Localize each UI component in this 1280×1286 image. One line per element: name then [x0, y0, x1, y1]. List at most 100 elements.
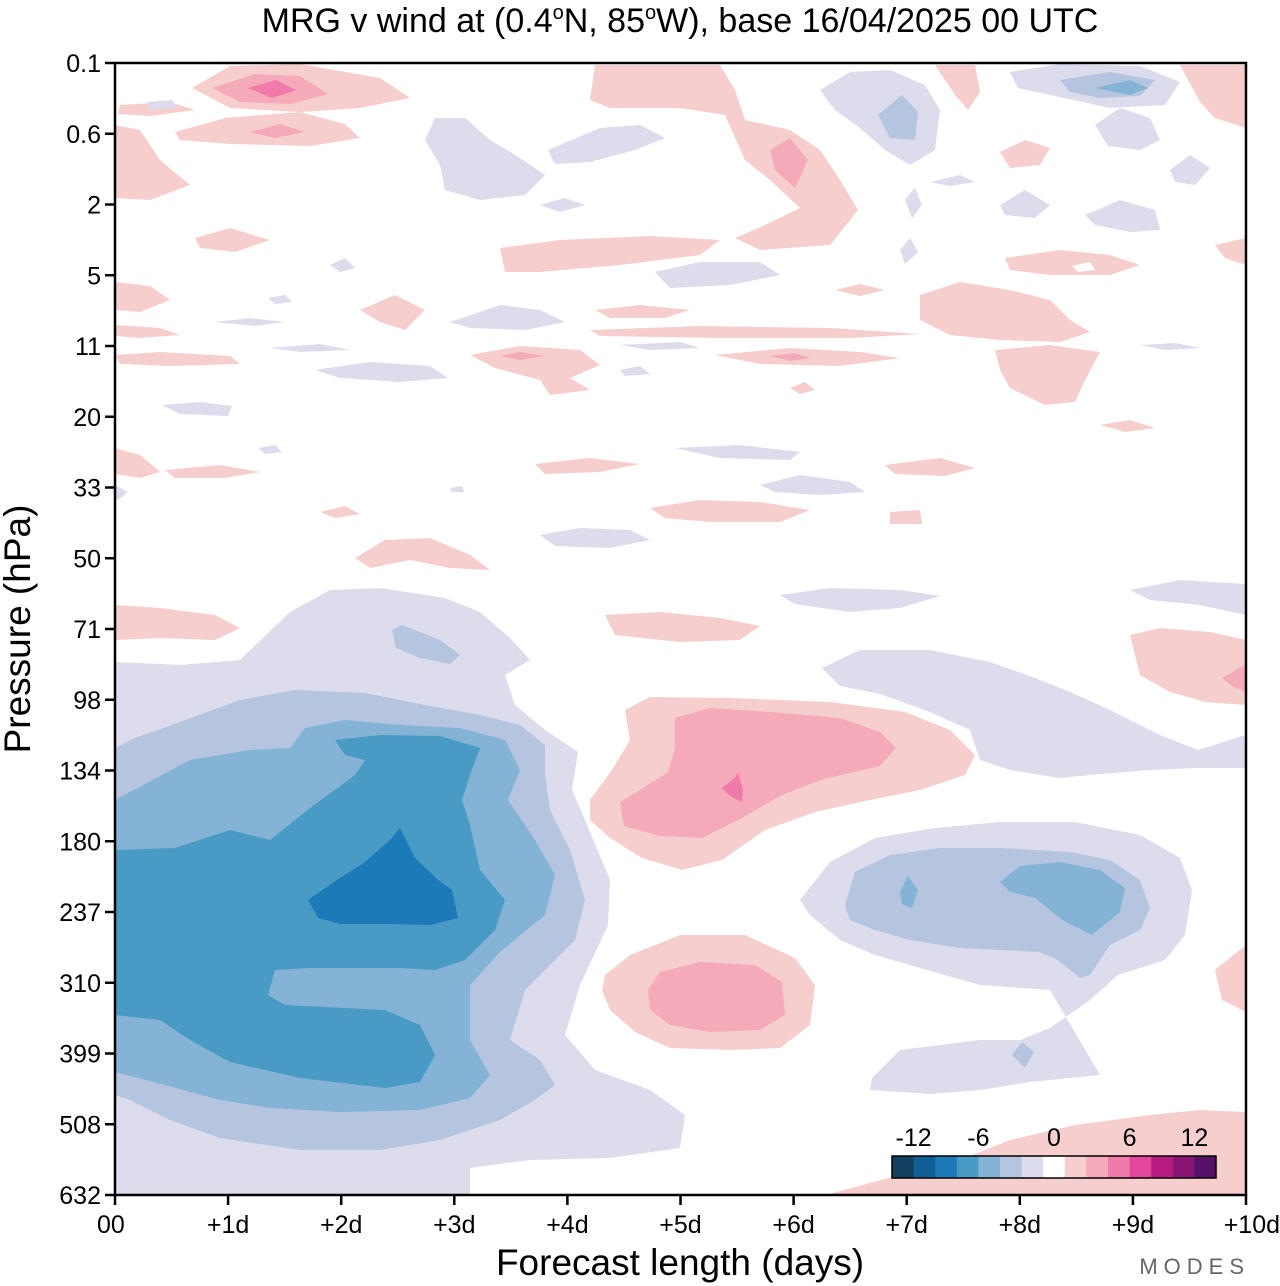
- pos-patch: [590, 326, 920, 338]
- colorbar-swatch: [935, 1156, 958, 1178]
- pos-region-b-l2: [648, 962, 785, 1032]
- pos-patch: [360, 295, 425, 330]
- y-tick-label: 134: [59, 758, 101, 786]
- x-tick-label: +8d: [999, 1211, 1041, 1239]
- y-tick-label: 632: [59, 1182, 101, 1210]
- colorbar-swatch: [978, 1156, 1001, 1178]
- x-tick-label: +10d: [1224, 1211, 1280, 1239]
- pos-patch: [1215, 238, 1246, 265]
- neg-patch: [760, 475, 865, 495]
- pos-patch: [115, 605, 240, 640]
- y-tick-label: 20: [73, 404, 101, 432]
- neg-patch: [315, 362, 448, 382]
- pos-patch: [935, 65, 980, 110]
- neg-patch: [1095, 108, 1160, 150]
- neg-region-r-l3b: [900, 876, 918, 908]
- neg-edge-patch-l2: [392, 625, 460, 664]
- colorbar-swatch: [1021, 1156, 1044, 1178]
- neg-patch: [1140, 343, 1200, 350]
- pos-patch: [885, 458, 975, 476]
- x-tick-label: +6d: [772, 1211, 814, 1239]
- pos-patch: [890, 510, 922, 524]
- pos-patch: [1005, 250, 1140, 275]
- pos-patch: [115, 125, 190, 200]
- pos-patch: [1000, 140, 1050, 168]
- neg-patch: [930, 175, 975, 186]
- colorbar-swatch: [956, 1156, 979, 1178]
- y-tick-label: 11: [75, 333, 101, 361]
- pos-edge-patch: [825, 1110, 1246, 1195]
- neg-patch: [1130, 580, 1246, 615]
- neg-region-l5: [308, 828, 458, 925]
- neg-patch: [330, 258, 355, 272]
- colorbar-swatch: [1086, 1156, 1109, 1178]
- y-tick-label: 399: [59, 1041, 101, 1069]
- pos-patch: [195, 228, 270, 252]
- neg-patch: [900, 238, 918, 264]
- colorbar-swatch: [1172, 1156, 1195, 1178]
- colorbar-swatch: [1151, 1156, 1174, 1178]
- modes-credit: MODES: [1139, 1254, 1250, 1279]
- neg-patch: [1095, 80, 1148, 95]
- colorbar-swatch: [892, 1156, 915, 1178]
- neg-patch: [540, 528, 650, 548]
- pos-patch: [248, 80, 296, 98]
- y-tick-label: 71: [73, 616, 101, 644]
- pos-patch: [250, 124, 305, 138]
- pos-patch: [535, 458, 640, 474]
- neg-patch: [780, 588, 940, 612]
- y-tick-label: 310: [59, 970, 101, 998]
- colorbar-label: -6: [967, 1124, 989, 1152]
- neg-patch: [1000, 190, 1050, 218]
- x-tick-label: +4d: [546, 1211, 588, 1239]
- pos-patch: [500, 352, 545, 360]
- neg-patch: [675, 445, 800, 460]
- neg-patch: [425, 118, 545, 200]
- pos-patch: [1100, 420, 1155, 432]
- neg-patch: [905, 188, 922, 218]
- pos-patch: [835, 284, 885, 296]
- title-lon: W), base 16/04/2025 00 UTC: [656, 2, 1098, 40]
- pos-edge-patch: [1215, 945, 1246, 1012]
- y-tick-label: 237: [59, 899, 101, 927]
- y-tick-label: 0.6: [66, 121, 101, 149]
- pos-patch: [165, 465, 260, 478]
- chart-title: MRG v wind at (0.4oN, 85oW), base 16/04/…: [262, 2, 1099, 40]
- colorbar-swatch: [1000, 1156, 1023, 1178]
- colorbar-frame: [891, 1155, 1217, 1179]
- neg-patch: [1072, 262, 1095, 272]
- colorbar-swatch: [1043, 1156, 1066, 1178]
- pos-patch: [650, 500, 810, 522]
- neg-patch: [450, 305, 565, 330]
- pos-patch: [790, 382, 815, 394]
- pos-patch: [920, 282, 1090, 342]
- neg-region-l4: [115, 735, 505, 1088]
- y-tick-label: 50: [73, 545, 101, 573]
- title-lat: N, 85: [564, 2, 645, 40]
- y-axis-title: Pressure (hPa): [0, 505, 38, 754]
- colorbar: -12 -6 0 6 12: [891, 1124, 1217, 1179]
- x-tick-label: +9d: [1112, 1211, 1154, 1239]
- y-tick-label: 508: [59, 1111, 101, 1139]
- x-tick-label: +5d: [659, 1211, 701, 1239]
- y-tick-label: 180: [59, 828, 101, 856]
- colorbar-swatch: [1194, 1156, 1217, 1178]
- pos-edge-patch: [1222, 664, 1246, 692]
- y-tick-label: 0.1: [66, 50, 101, 78]
- neg-patch: [655, 262, 780, 288]
- colorbar-label: -12: [896, 1124, 932, 1152]
- title-deg-symbol: o: [645, 2, 656, 24]
- x-tick-label: +3d: [433, 1211, 475, 1239]
- pos-edge-patch: [1130, 628, 1246, 705]
- neg-patch: [620, 342, 700, 350]
- neg-patch: [162, 402, 232, 416]
- pos-patch: [115, 448, 160, 478]
- colorbar-swatch: [1129, 1156, 1152, 1178]
- x-axis: 00 +1d +2d +3d +4d +5d +6d +7d +8d +9d +10d: [97, 1195, 1280, 1239]
- contour-field: [115, 64, 1246, 1195]
- pos-patch: [715, 348, 900, 366]
- title-deg-symbol: o: [553, 2, 564, 24]
- pos-region-l2: [620, 708, 896, 838]
- pos-region-l3: [722, 772, 743, 802]
